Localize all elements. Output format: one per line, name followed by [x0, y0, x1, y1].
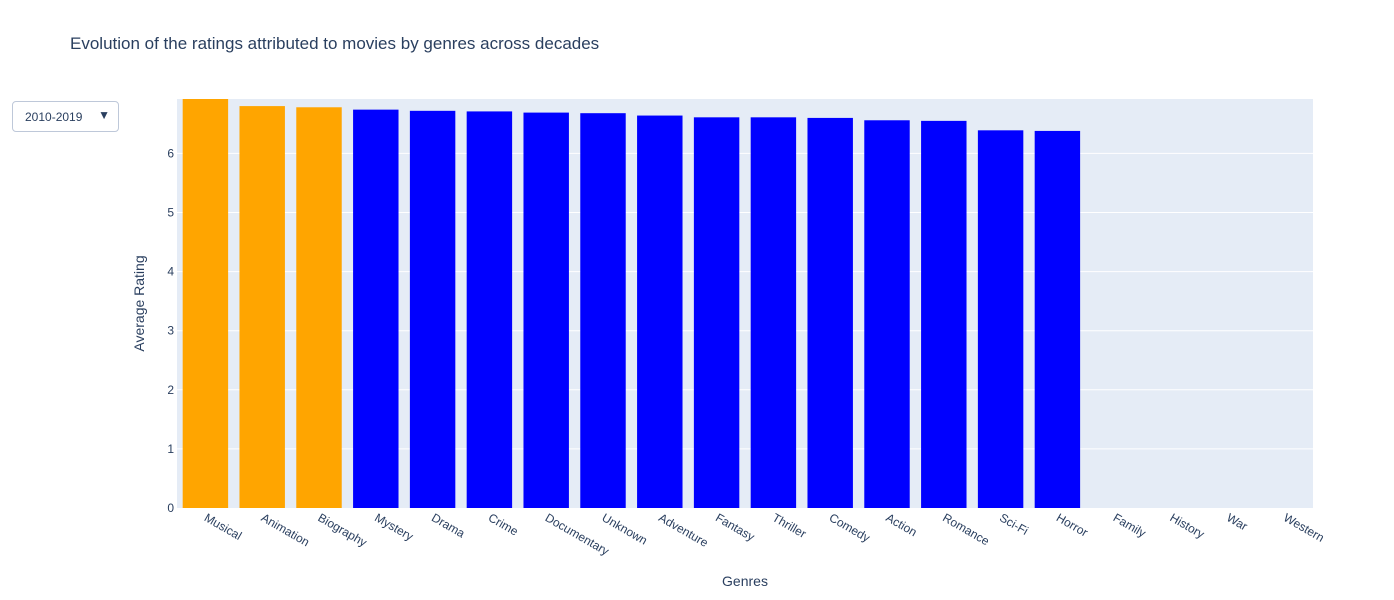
x-tick-label: Animation	[259, 510, 312, 549]
bar-crime[interactable]	[466, 111, 513, 508]
y-tick-label: 6	[167, 146, 174, 160]
bar-comedy[interactable]	[807, 117, 853, 508]
x-tick-label: War	[1224, 510, 1250, 533]
x-tick-label: Adventure	[656, 510, 711, 550]
bar-fantasy[interactable]	[693, 117, 740, 508]
x-tick-label: Drama	[429, 510, 467, 540]
chevron-down-icon: ▼	[98, 108, 110, 122]
bar-documentary[interactable]	[523, 112, 569, 508]
bar-drama[interactable]	[409, 110, 456, 509]
chart-title: Evolution of the ratings attributed to m…	[70, 34, 600, 53]
x-tick-label: Action	[884, 510, 920, 539]
x-tick-label: Sci-Fi	[997, 510, 1031, 537]
bar-romance[interactable]	[921, 120, 967, 508]
x-tick-label: Mystery	[372, 510, 415, 543]
bar-horror[interactable]	[1034, 130, 1081, 508]
bar-biography[interactable]	[296, 107, 342, 508]
x-tick-label: Documentary	[543, 510, 612, 558]
x-tick-label: Thriller	[770, 510, 809, 540]
x-tick-labels: Musical Animation Biography Mystery Drama Cri…	[202, 510, 1327, 558]
bar-mystery[interactable]	[353, 109, 399, 508]
x-tick-label: Romance	[940, 510, 992, 548]
x-tick-label: Crime	[486, 510, 521, 538]
x-tick-label: Comedy	[827, 510, 873, 544]
y-tick-labels: 0 1 2 3 4 5 6	[167, 146, 174, 515]
x-tick-label: History	[1168, 510, 1207, 541]
y-tick-label: 2	[167, 383, 174, 397]
bar-musical[interactable]	[182, 99, 229, 508]
y-tick-label: 0	[167, 501, 174, 515]
bar-unknown[interactable]	[580, 113, 626, 509]
x-tick-label: Horror	[1054, 510, 1090, 539]
bar-thriller[interactable]	[750, 117, 797, 508]
bar-sci-fi[interactable]	[977, 130, 1024, 509]
plot-area	[177, 99, 1313, 508]
y-tick-label: 4	[167, 265, 174, 279]
bar-action[interactable]	[864, 120, 910, 508]
x-tick-label: Musical	[202, 510, 244, 542]
x-tick-label: Unknown	[600, 510, 650, 547]
x-tick-label: Biography	[316, 510, 370, 549]
decade-dropdown-value: 2010-2019	[25, 110, 83, 124]
x-tick-label: Fantasy	[713, 510, 757, 543]
y-tick-label: 1	[167, 442, 174, 456]
y-tick-label: 5	[167, 205, 174, 219]
decade-dropdown[interactable]: 2010-2019 ▼	[12, 101, 119, 132]
x-tick-label: Western	[1281, 510, 1327, 544]
y-axis-title: Average Rating	[131, 255, 147, 351]
bar-adventure[interactable]	[637, 115, 683, 508]
bar-animation[interactable]	[239, 106, 285, 509]
y-tick-label: 3	[167, 324, 174, 338]
x-axis-title: Genres	[722, 573, 768, 589]
bars	[182, 99, 1081, 509]
x-tick-label: Family	[1111, 510, 1149, 540]
